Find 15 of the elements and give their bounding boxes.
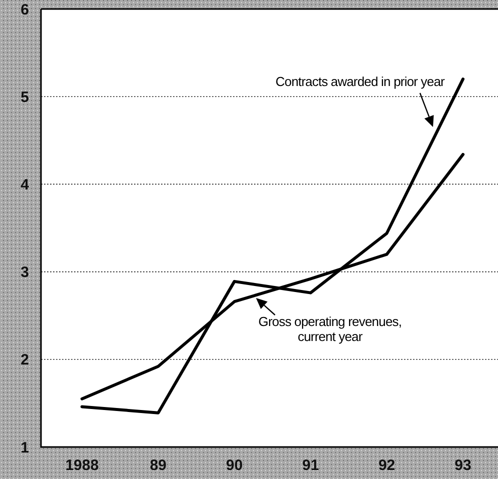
line-series	[80, 78, 464, 414]
x-tick-label: 90	[226, 457, 243, 474]
x-tick-label: 1988	[65, 457, 99, 474]
y-tick-label: 4	[20, 176, 30, 194]
series-label: Contracts awarded in prior year	[276, 74, 446, 89]
y-tick-label: 5	[20, 88, 29, 106]
y-tick-label: 1	[20, 439, 29, 456]
x-tick-label: 91	[302, 457, 319, 474]
y-tick-label: 2	[20, 352, 29, 369]
y-tick-label: 3	[20, 264, 29, 282]
y-tick-label: 6	[20, 1, 29, 18]
x-tick-label: 89	[150, 457, 167, 474]
x-tick-label: 92	[378, 457, 396, 474]
legend-label: Gross operating revenues, current year	[258, 314, 402, 344]
x-tick-label: 93	[454, 457, 472, 474]
